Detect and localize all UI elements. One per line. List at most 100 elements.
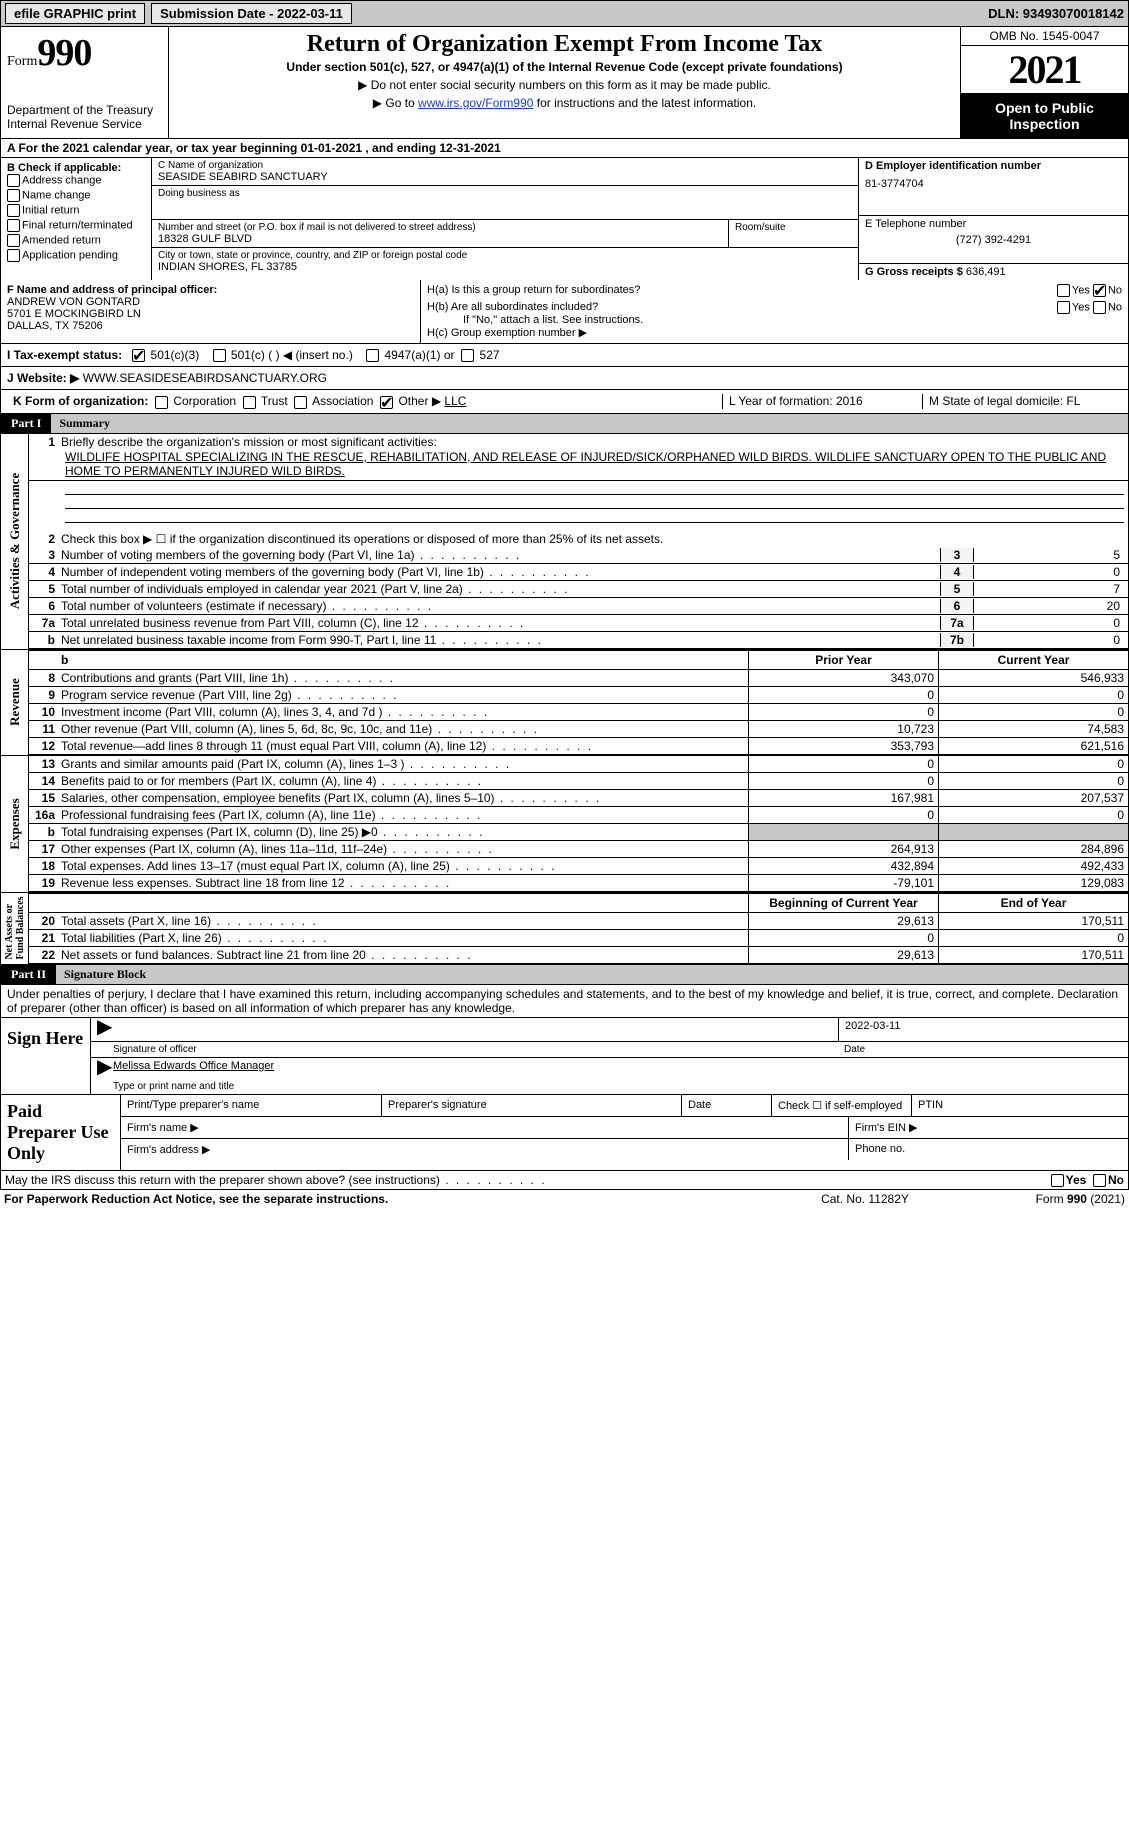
officer-addr1: 5701 E MOCKINGBIRD LN bbox=[7, 308, 141, 320]
cb-501c[interactable] bbox=[213, 349, 226, 362]
cb-initial-return[interactable]: Initial return bbox=[7, 204, 145, 217]
data-row: bTotal fundraising expenses (Part IX, co… bbox=[29, 824, 1128, 841]
gov-row: 3Number of voting members of the governi… bbox=[29, 547, 1128, 564]
dba-label: Doing business as bbox=[158, 188, 852, 199]
data-row: 15Salaries, other compensation, employee… bbox=[29, 790, 1128, 807]
part1-governance: Activities & Governance 1Briefly describ… bbox=[0, 434, 1129, 650]
cb-discuss-no[interactable] bbox=[1093, 1174, 1106, 1187]
cb-discuss-yes[interactable] bbox=[1051, 1174, 1064, 1187]
gov-row: 7aTotal unrelated business revenue from … bbox=[29, 615, 1128, 632]
data-row: 9Program service revenue (Part VIII, lin… bbox=[29, 687, 1128, 704]
ptin-label: PTIN bbox=[911, 1095, 1128, 1116]
instructions-link[interactable]: www.irs.gov/Form990 bbox=[418, 96, 533, 110]
tax-year: 2021 bbox=[961, 46, 1128, 94]
state-domicile: M State of legal domicile: FL bbox=[922, 394, 1122, 408]
hdr-begin-year: Beginning of Current Year bbox=[748, 894, 938, 912]
cb-association[interactable] bbox=[294, 396, 307, 409]
cb-501c3[interactable] bbox=[132, 349, 145, 362]
top-toolbar: efile GRAPHIC print Submission Date - 20… bbox=[0, 0, 1129, 27]
dln-label: DLN: 93493070018142 bbox=[988, 6, 1124, 21]
form-word: Form bbox=[7, 54, 37, 69]
date-label: Date bbox=[838, 1042, 1128, 1057]
firm-ein-label: Firm's EIN ▶ bbox=[848, 1117, 1128, 1138]
vtab-governance: Activities & Governance bbox=[7, 473, 23, 609]
data-row: 13Grants and similar amounts paid (Part … bbox=[29, 756, 1128, 773]
paperwork-footer: For Paperwork Reduction Act Notice, see … bbox=[0, 1190, 1129, 1208]
self-employed-check[interactable]: Check ☐ if self-employed bbox=[771, 1095, 911, 1116]
street-address: 18328 GULF BLVD bbox=[158, 233, 722, 245]
identification-block: B Check if applicable: Address change Na… bbox=[0, 158, 1129, 280]
submission-date-button[interactable]: Submission Date - 2022-03-11 bbox=[151, 3, 352, 24]
data-row: 12Total revenue—add lines 8 through 11 (… bbox=[29, 738, 1128, 755]
efile-print-button[interactable]: efile GRAPHIC print bbox=[5, 3, 145, 24]
ssn-warning: ▶ Do not enter social security numbers o… bbox=[177, 78, 952, 92]
cb-corporation[interactable] bbox=[155, 396, 168, 409]
org-name: SEASIDE SEABIRD SANCTUARY bbox=[158, 171, 852, 183]
other-org-value: LLC bbox=[444, 394, 466, 408]
h-c-label: H(c) Group exemption number ▶ bbox=[427, 326, 1122, 339]
data-row: 8Contributions and grants (Part VIII, li… bbox=[29, 670, 1128, 687]
firm-phone-label: Phone no. bbox=[848, 1139, 1128, 1160]
cb-name-change[interactable]: Name change bbox=[7, 189, 145, 202]
col-b-checkboxes: B Check if applicable: Address change Na… bbox=[1, 158, 151, 280]
ein-value: 81-3774704 bbox=[865, 178, 1122, 190]
website-row: J Website: ▶ WWW.SEASIDESEABIRDSANCTUARY… bbox=[0, 367, 1129, 390]
perjury-declaration: Under penalties of perjury, I declare th… bbox=[1, 985, 1128, 1017]
cb-4947[interactable] bbox=[366, 349, 379, 362]
gross-receipts-label: G Gross receipts $ bbox=[865, 266, 966, 278]
paid-preparer-label: Paid Preparer Use Only bbox=[1, 1095, 121, 1170]
cb-trust[interactable] bbox=[243, 396, 256, 409]
part2-tag: Part II bbox=[1, 965, 56, 984]
gov-row: 4Number of independent voting members of… bbox=[29, 564, 1128, 581]
dept-treasury: Department of the Treasury bbox=[7, 103, 162, 117]
h-b-label: H(b) Are all subordinates included? bbox=[427, 301, 598, 314]
tax-exempt-row: I Tax-exempt status: 501(c)(3) 501(c) ( … bbox=[0, 344, 1129, 367]
hdr-end-year: End of Year bbox=[938, 894, 1128, 912]
mission-text: WILDLIFE HOSPITAL SPECIALIZING IN THE RE… bbox=[29, 450, 1128, 481]
h-b-note: If "No," attach a list. See instructions… bbox=[463, 314, 1122, 326]
firm-name-label: Firm's name ▶ bbox=[121, 1117, 848, 1138]
dept-irs: Internal Revenue Service bbox=[7, 117, 162, 131]
part1-tag: Part I bbox=[1, 414, 51, 433]
group-return-block: H(a) Is this a group return for subordin… bbox=[421, 280, 1128, 343]
irs-discuss-row: May the IRS discuss this return with the… bbox=[0, 1171, 1129, 1190]
vtab-expenses: Expenses bbox=[7, 798, 23, 849]
part1-revenue: Revenue b Prior Year Current Year 8Contr… bbox=[0, 650, 1129, 756]
cb-527[interactable] bbox=[461, 349, 474, 362]
part1-title: Summary bbox=[51, 414, 1128, 433]
data-row: 18Total expenses. Add lines 13–17 (must … bbox=[29, 858, 1128, 875]
cb-amended-return[interactable]: Amended return bbox=[7, 234, 145, 247]
cb-application-pending[interactable]: Application pending bbox=[7, 249, 145, 262]
vtab-revenue: Revenue bbox=[7, 678, 23, 726]
part2-title: Signature Block bbox=[56, 965, 1128, 984]
form-subtitle: Under section 501(c), 527, or 4947(a)(1)… bbox=[177, 60, 952, 74]
q1-label: Briefly describe the organization's miss… bbox=[61, 435, 1124, 449]
officer-addr2: DALLAS, TX 75206 bbox=[7, 320, 103, 332]
org-name-label: C Name of organization bbox=[158, 160, 852, 171]
part1-netassets: Net Assets orFund Balances Beginning of … bbox=[0, 893, 1129, 965]
cb-final-return[interactable]: Final return/terminated bbox=[7, 219, 145, 232]
room-label: Room/suite bbox=[735, 222, 852, 233]
paperwork-notice: For Paperwork Reduction Act Notice, see … bbox=[4, 1192, 765, 1206]
cb-address-change[interactable]: Address change bbox=[7, 174, 145, 187]
open-to-public-badge: Open to Public Inspection bbox=[961, 94, 1128, 138]
phone-label: E Telephone number bbox=[865, 218, 1122, 230]
preparer-date-label: Date bbox=[681, 1095, 771, 1116]
form-header: Form990 Department of the Treasury Inter… bbox=[0, 27, 1129, 139]
ein-label: D Employer identification number bbox=[865, 160, 1122, 172]
signature-block: Under penalties of perjury, I declare th… bbox=[0, 985, 1129, 1095]
city-state-zip: INDIAN SHORES, FL 33785 bbox=[158, 261, 852, 273]
firm-address-label: Firm's address ▶ bbox=[121, 1139, 848, 1160]
principal-officer: F Name and address of principal officer:… bbox=[1, 280, 421, 343]
form-title: Return of Organization Exempt From Incom… bbox=[177, 31, 952, 58]
instructions-note: ▶ Go to www.irs.gov/Form990 for instruct… bbox=[177, 96, 952, 110]
col-b-header: B Check if applicable: bbox=[7, 162, 145, 174]
data-row: 10Investment income (Part VIII, column (… bbox=[29, 704, 1128, 721]
preparer-name-label: Print/Type preparer's name bbox=[121, 1095, 381, 1116]
col-d-ein-phone: D Employer identification number 81-3774… bbox=[858, 158, 1128, 280]
officer-group-row: F Name and address of principal officer:… bbox=[0, 280, 1129, 344]
col-c-org-info: C Name of organization SEASIDE SEABIRD S… bbox=[151, 158, 858, 280]
h-a-label: H(a) Is this a group return for subordin… bbox=[427, 284, 640, 297]
data-row: 16aProfessional fundraising fees (Part I… bbox=[29, 807, 1128, 824]
cb-other[interactable] bbox=[380, 396, 393, 409]
